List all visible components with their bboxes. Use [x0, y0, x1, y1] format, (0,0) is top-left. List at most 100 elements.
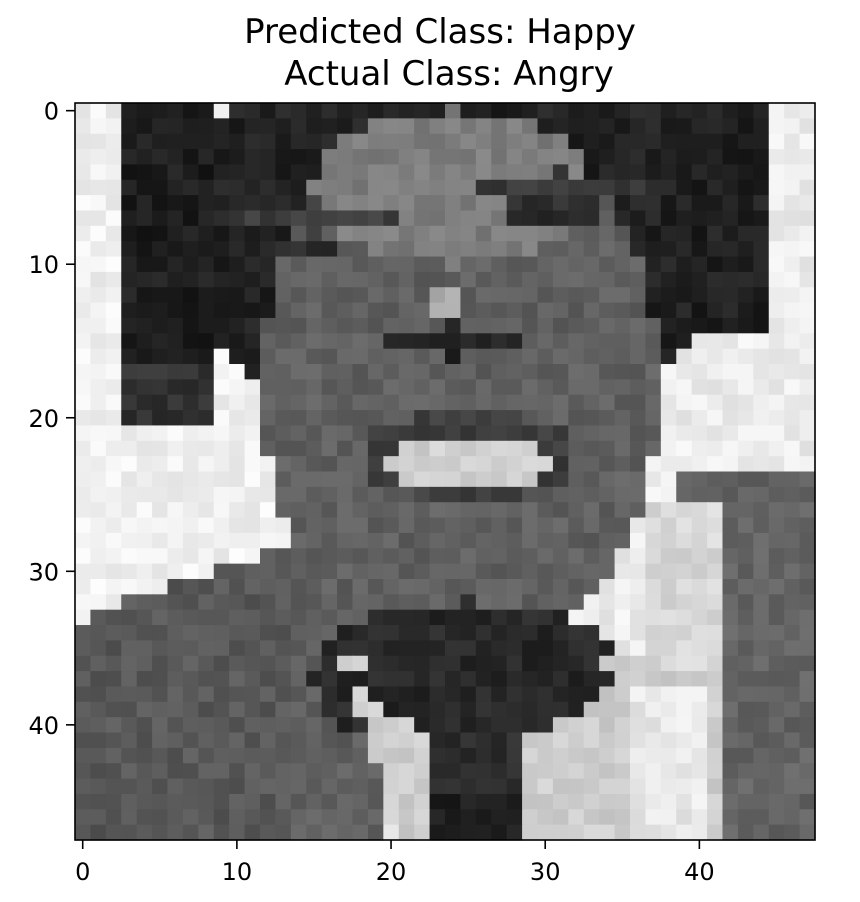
pixel [260, 149, 277, 166]
pixel [691, 103, 708, 119]
pixel [707, 394, 724, 411]
pixel [784, 133, 801, 150]
pixel [383, 317, 400, 334]
pixel [213, 471, 230, 488]
pixel [630, 824, 647, 841]
pixel [583, 440, 600, 457]
pixel [568, 133, 585, 150]
pixel [568, 271, 585, 288]
pixel [537, 456, 554, 473]
pixel [522, 548, 539, 565]
pixel [321, 271, 338, 288]
pixel [367, 471, 384, 488]
pixel [491, 410, 508, 427]
pixel [414, 364, 431, 380]
pixel [213, 103, 230, 119]
pixel [753, 778, 770, 795]
pixel [445, 364, 462, 380]
pixel [722, 671, 739, 688]
pixel [136, 701, 153, 718]
pixel [691, 563, 708, 580]
pixel [645, 410, 662, 427]
pixel [660, 456, 677, 473]
pixel [583, 824, 600, 841]
pixel [475, 317, 492, 334]
pixel [414, 225, 431, 242]
pixel [429, 379, 446, 396]
pixel [75, 287, 92, 304]
pixel [445, 594, 462, 611]
pixel [506, 195, 523, 212]
pixel [105, 425, 122, 442]
pixel [290, 809, 307, 826]
pixel [552, 118, 569, 135]
pixel [475, 701, 492, 718]
pixel [121, 302, 138, 319]
pixel [182, 517, 199, 534]
pixel [537, 471, 554, 488]
pixel [105, 517, 122, 534]
pixel [75, 133, 92, 150]
pixel [768, 671, 785, 688]
pixel [414, 532, 431, 549]
pixel [645, 747, 662, 764]
pixel [290, 747, 307, 764]
pixel [599, 256, 616, 273]
pixel [136, 486, 153, 503]
pixel [753, 686, 770, 703]
pixel [182, 732, 199, 749]
pixel [522, 640, 539, 657]
pixel [537, 548, 554, 565]
pixel [321, 502, 338, 519]
pixel [229, 655, 246, 672]
pixel [799, 364, 816, 380]
pixel [475, 149, 492, 166]
pixel [676, 793, 693, 810]
pixel [691, 486, 708, 503]
pixel [213, 241, 230, 258]
pixel [445, 379, 462, 396]
pixel [660, 778, 677, 795]
pixel [630, 287, 647, 304]
pixel [383, 287, 400, 304]
pixel [660, 578, 677, 595]
pixel [90, 225, 107, 242]
pixel [768, 502, 785, 519]
pixel [583, 379, 600, 396]
pixel [691, 256, 708, 273]
pixel [645, 625, 662, 641]
pixel [599, 640, 616, 657]
pixel [768, 364, 785, 380]
pixel [522, 532, 539, 549]
pixel [599, 164, 616, 181]
pixel [676, 333, 693, 350]
pixel [506, 655, 523, 672]
pixel [352, 671, 369, 688]
pixel [583, 778, 600, 795]
pixel [152, 471, 169, 488]
pixel [676, 317, 693, 334]
pixel [753, 701, 770, 718]
pixel [445, 793, 462, 810]
pixel [352, 364, 369, 380]
pixel [121, 241, 138, 258]
pixel [753, 625, 770, 641]
pixel [182, 179, 199, 196]
pixel [599, 317, 616, 334]
pixel [645, 732, 662, 749]
pixel [475, 471, 492, 488]
pixel [414, 655, 431, 672]
pixel [537, 763, 554, 780]
pixel [321, 440, 338, 457]
pixel [182, 440, 199, 457]
pixel [691, 364, 708, 380]
pixel [367, 164, 384, 181]
pixel [737, 471, 754, 488]
pixel [136, 456, 153, 473]
pixel [414, 471, 431, 488]
pixel [90, 133, 107, 150]
pixel [182, 241, 199, 258]
pixel [136, 686, 153, 703]
pixel [383, 732, 400, 749]
pixel [414, 287, 431, 304]
